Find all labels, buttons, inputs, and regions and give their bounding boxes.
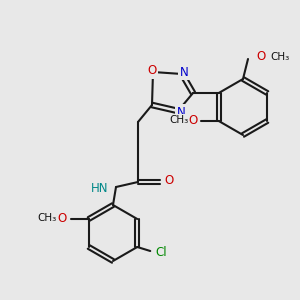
Text: HN: HN [91,182,109,194]
Text: CH₃: CH₃ [270,52,289,62]
Text: CH₃: CH₃ [169,115,188,125]
Text: O: O [164,175,174,188]
Text: O: O [256,50,265,64]
Text: O: O [188,113,197,127]
Text: N: N [180,65,188,79]
Text: O: O [57,212,66,224]
Text: CH₃: CH₃ [37,213,56,223]
Text: N: N [177,106,185,118]
Text: Cl: Cl [155,245,167,259]
Text: O: O [147,64,157,77]
